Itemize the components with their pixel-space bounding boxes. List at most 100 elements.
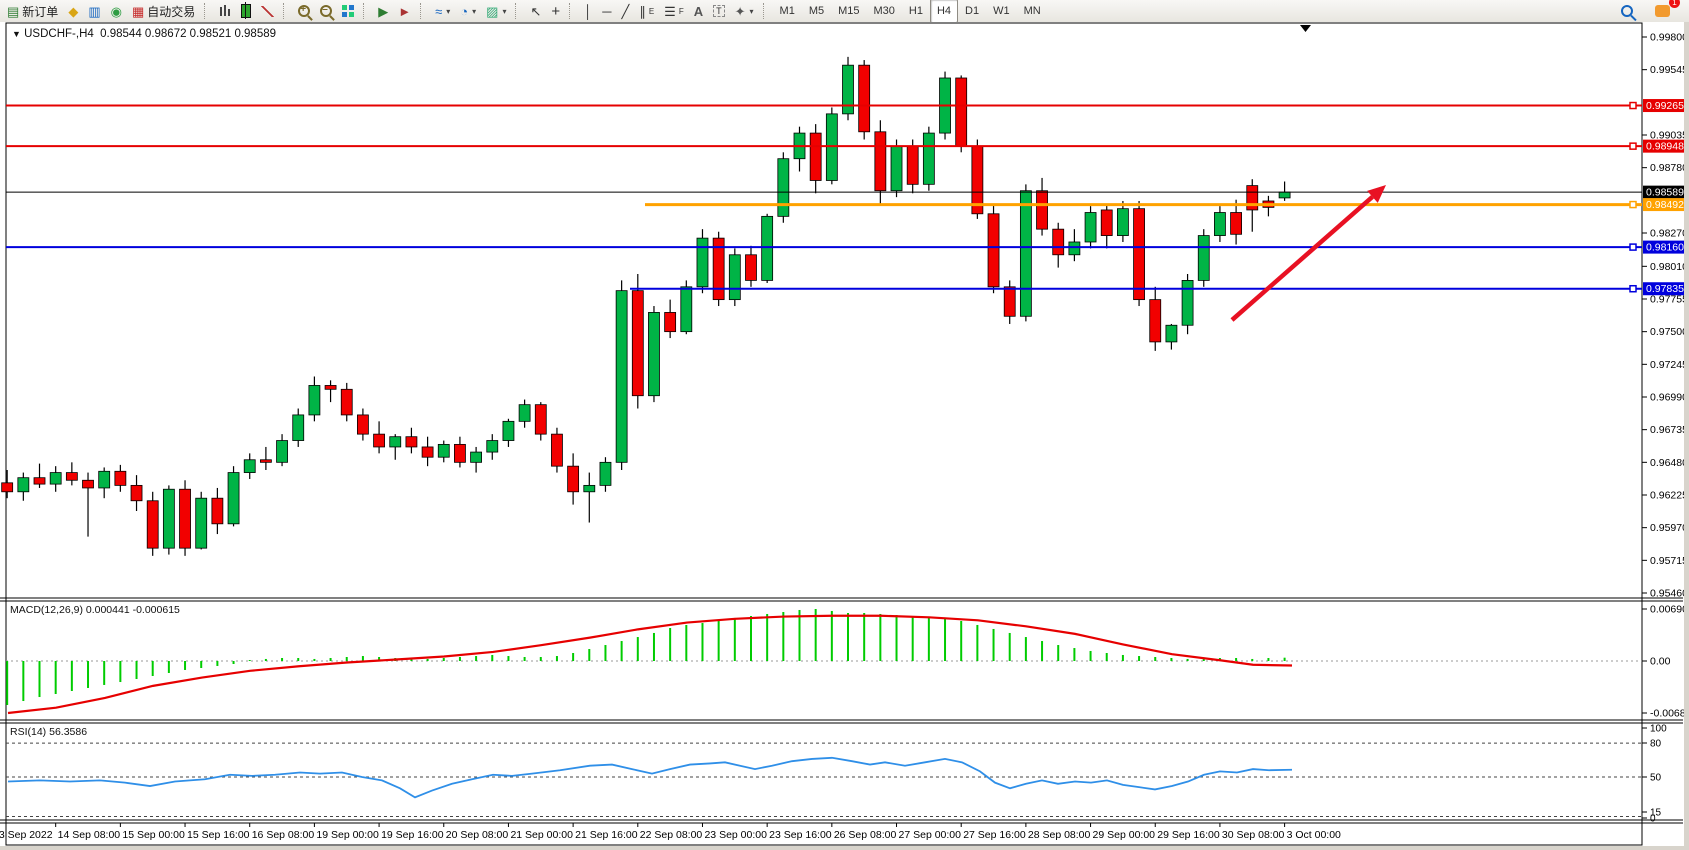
new-order-button[interactable]: ▤ 新订单 — [2, 0, 63, 22]
text-label-button[interactable]: T — [708, 0, 730, 22]
equidistant-channel-button[interactable]: ∥ E — [634, 0, 659, 22]
candle-body — [308, 385, 321, 416]
notifications-button[interactable]: 1 — [1650, 0, 1680, 22]
fibonacci-button[interactable]: ☰ F — [659, 0, 689, 22]
price-tick-label: 0.99545 — [1650, 64, 1688, 76]
timeframe-d1[interactable]: D1 — [965, 5, 980, 17]
price-tick-label: 0.96225 — [1650, 489, 1688, 501]
candle-body — [1100, 209, 1113, 236]
auto-scroll-button[interactable]: ▶ — [373, 0, 393, 22]
candle-body — [1084, 212, 1097, 243]
timeframe-h4[interactable]: H4 — [929, 0, 959, 23]
chart-ohlc-values: 0.98544 0.98672 0.98521 0.98589 — [100, 28, 277, 40]
line-chart-icon — [261, 5, 275, 17]
date-label: 30 Sep 08:00 — [1222, 829, 1285, 841]
chart-shift-button[interactable]: ► — [393, 0, 416, 22]
macd-axis-label: 0.00 — [1650, 656, 1671, 668]
price-tick-label: 0.99800 — [1650, 32, 1688, 44]
timeframe-h1[interactable]: H1 — [908, 5, 923, 17]
candle-body — [1036, 190, 1048, 230]
candle-body — [680, 286, 693, 333]
price-tick-label: 0.98270 — [1650, 228, 1688, 240]
signals-button[interactable]: ◉ — [106, 0, 127, 22]
line-chart-button[interactable] — [256, 0, 279, 22]
timeframe-w1[interactable]: W1 — [993, 5, 1010, 17]
timeframe-m15[interactable]: M15 — [838, 5, 860, 17]
candle-body — [259, 459, 272, 463]
timeframe-m1[interactable]: M1 — [779, 5, 795, 17]
arrows-button[interactable]: ✦ ▾ — [730, 0, 759, 22]
search-icon — [1621, 5, 1633, 17]
orange-level-line-anchor[interactable] — [1629, 200, 1637, 209]
crosshair-button[interactable]: + — [546, 0, 565, 22]
macd-axis-label: 0.006906 — [1650, 604, 1689, 616]
candle-body — [502, 420, 515, 441]
candle-body — [470, 451, 483, 463]
zoom-in-button[interactable]: + — [293, 0, 315, 22]
search-button[interactable] — [1616, 0, 1638, 22]
trend-arrow[interactable] — [1230, 195, 1374, 322]
indicators-button[interactable]: ≈ ▾ — [430, 0, 455, 22]
market-watch-button[interactable]: ▥ — [83, 0, 105, 22]
date-label: 19 Sep 00:00 — [316, 829, 379, 841]
auto-scroll-icon: ▶ — [378, 3, 389, 19]
date-label: 28 Sep 08:00 — [1028, 829, 1091, 841]
trendline-button[interactable]: ╱ — [617, 0, 635, 22]
candle-body — [890, 145, 903, 192]
vertical-scrollbar[interactable] — [1684, 22, 1689, 850]
symbol-dropdown-icon[interactable]: ▼ — [12, 29, 21, 39]
alerts-button[interactable]: ◆ — [63, 0, 83, 22]
macd-indicator-label: MACD(12,26,9) 0.000441 -0.000615 — [10, 604, 180, 616]
toolbar-separator — [515, 3, 521, 19]
candle-body — [292, 414, 305, 441]
macd-signal-line — [7, 614, 1293, 715]
date-label: 15 Sep 00:00 — [122, 829, 185, 841]
candle-body — [1068, 241, 1081, 256]
horizontal-line-button[interactable]: ─ — [597, 0, 616, 22]
candle-body — [146, 500, 159, 549]
candle-body — [1181, 280, 1194, 326]
candle-body — [664, 312, 677, 333]
candle-body — [276, 440, 288, 463]
alert-horn-icon: ◆ — [68, 3, 79, 19]
cursor-button[interactable]: ↖ — [525, 0, 546, 22]
candle-body — [906, 145, 919, 185]
bar-chart-button[interactable] — [214, 0, 236, 22]
bar-chart-icon — [219, 5, 232, 17]
templates-button[interactable]: ▨ ▾ — [481, 0, 511, 22]
candle-body — [421, 446, 434, 458]
chart-window[interactable]: 0.99800 0.99545 0.99035 0.98780 0.98270 0.980… — [0, 22, 1689, 850]
toolbar-separator — [569, 3, 575, 19]
toolbar-separator — [204, 3, 210, 19]
vertical-line-button[interactable]: │ — [579, 0, 597, 22]
price-tick-label: 0.96735 — [1650, 424, 1688, 436]
resistance-line-2-anchor[interactable] — [1629, 142, 1637, 150]
candle-body — [1230, 212, 1242, 235]
candle-body — [114, 470, 127, 486]
periods-button[interactable]: ◔ ▾ — [455, 0, 481, 22]
candle-body — [437, 443, 450, 458]
timeframe-mn[interactable]: MN — [1023, 5, 1041, 17]
price-tick-label: 0.96990 — [1650, 391, 1688, 403]
candle-body — [65, 472, 78, 481]
timeframe-m30[interactable]: M30 — [873, 5, 895, 17]
resistance-line-1-anchor[interactable] — [1629, 101, 1637, 110]
support-line-1-anchor[interactable] — [1629, 243, 1637, 251]
tile-windows-button[interactable] — [337, 0, 359, 22]
timeframe-m5[interactable]: M5 — [808, 5, 825, 17]
new-order-icon: ▤ — [7, 3, 20, 19]
orange-level-line-price-badge-text: 0.98492 — [1646, 199, 1684, 211]
candle-body — [631, 290, 644, 397]
notification-badge: 1 — [1669, 0, 1680, 8]
candle-body — [551, 433, 563, 467]
date-label: 23 Sep 16:00 — [769, 829, 832, 841]
chart-shift-marker[interactable] — [1300, 25, 1311, 32]
zoom-out-button[interactable]: – — [315, 0, 337, 22]
auto-trading-button[interactable]: ▦ 自动交易 — [127, 0, 200, 22]
support-line-2-anchor[interactable] — [1629, 284, 1637, 293]
chart-title: ▼ USDCHF-,H4 0.98544 0.98672 0.98521 0.9… — [12, 28, 276, 40]
price-tick-label: 0.95970 — [1650, 522, 1688, 534]
text-button[interactable]: A — [689, 0, 708, 22]
support-line-2-price-badge-text: 0.97835 — [1646, 283, 1684, 295]
candlestick-chart-button[interactable] — [236, 0, 256, 22]
